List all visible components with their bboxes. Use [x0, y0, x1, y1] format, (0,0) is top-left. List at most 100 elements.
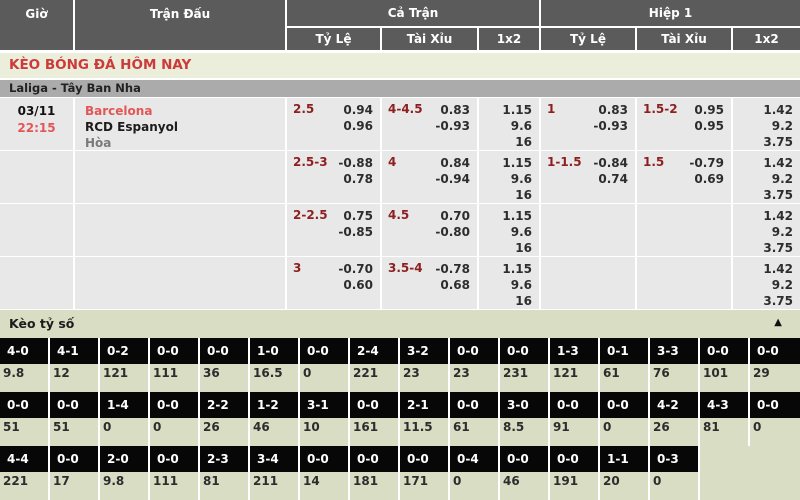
odds-value[interactable]: -0.84: [593, 156, 628, 170]
odds-value[interactable]: 9.6: [510, 278, 532, 292]
score-odds-cell[interactable]: 0-0 171: [400, 446, 450, 500]
odds-value[interactable]: 0.69: [694, 172, 724, 186]
odds-value[interactable]: 0.75: [343, 209, 373, 223]
odds-value[interactable]: 16: [515, 294, 532, 308]
odds-value[interactable]: 16: [515, 241, 532, 255]
ft-1x2-cell[interactable]: 1.15 9.6 16: [479, 151, 541, 203]
ft-handicap-cell[interactable]: 2-2.5 0.75 -0.85: [287, 204, 382, 256]
score-odds-cell[interactable]: 0-0 29: [750, 338, 800, 392]
ft-1x2-cell[interactable]: 1.15 9.6 16: [479, 98, 541, 150]
h1-1x2-cell[interactable]: 1.42 9.2 3.75: [733, 204, 800, 256]
odds-value[interactable]: -0.93: [435, 119, 470, 133]
ft-handicap-cell[interactable]: 3 -0.70 0.60: [287, 257, 382, 309]
draw-label[interactable]: Hòa: [85, 136, 112, 150]
score-odds-cell[interactable]: 1-2 46: [250, 392, 300, 446]
h1-handicap-cell[interactable]: 1-1.5 -0.84 0.74: [541, 151, 637, 203]
score-odds-cell[interactable]: 0-0 111: [150, 338, 200, 392]
score-odds-cell[interactable]: 0-0 101: [700, 338, 750, 392]
odds-value[interactable]: 9.2: [771, 225, 793, 239]
score-odds-cell[interactable]: 4-3 81: [700, 392, 750, 446]
score-odds-cell[interactable]: 0-0 36: [200, 338, 250, 392]
h1-handicap-cell[interactable]: [541, 257, 637, 309]
odds-value[interactable]: 3.75: [763, 294, 793, 308]
odds-value[interactable]: -0.80: [435, 225, 470, 239]
score-odds-cell[interactable]: 0-0 17: [50, 446, 100, 500]
score-odds-cell[interactable]: 0-0 51: [0, 392, 50, 446]
odds-value[interactable]: 16: [515, 188, 532, 202]
score-odds-cell[interactable]: 0-0 23: [450, 338, 500, 392]
odds-value[interactable]: 0.74: [598, 172, 628, 186]
odds-value[interactable]: 1.42: [763, 156, 793, 170]
ft-handicap-cell[interactable]: 2.5 0.94 0.96: [287, 98, 382, 150]
home-team[interactable]: Barcelona: [85, 104, 153, 118]
odds-value[interactable]: 0.68: [440, 278, 470, 292]
odds-value[interactable]: 9.2: [771, 172, 793, 186]
odds-value[interactable]: 3.75: [763, 188, 793, 202]
h1-1x2-cell[interactable]: 1.42 9.2 3.75: [733, 98, 800, 150]
odds-value[interactable]: -0.85: [338, 225, 373, 239]
odds-value[interactable]: 9.6: [510, 225, 532, 239]
score-odds-cell[interactable]: 2-2 26: [200, 392, 250, 446]
score-odds-cell[interactable]: 2-0 9.8: [100, 446, 150, 500]
ft-1x2-cell[interactable]: 1.15 9.6 16: [479, 204, 541, 256]
odds-value[interactable]: 0.95: [694, 119, 724, 133]
score-odds-cell[interactable]: 3-4 211: [250, 446, 300, 500]
score-odds-cell[interactable]: 2-4 221: [350, 338, 400, 392]
odds-value[interactable]: 0.78: [343, 172, 373, 186]
score-odds-cell[interactable]: 0-0 231: [500, 338, 550, 392]
ft-handicap-cell[interactable]: 2.5-3 -0.88 0.78: [287, 151, 382, 203]
score-odds-cell[interactable]: 1-4 0: [100, 392, 150, 446]
ft-overunder-cell[interactable]: 4.5 0.70 -0.80: [382, 204, 479, 256]
odds-value[interactable]: 0.94: [343, 103, 373, 117]
league-title[interactable]: Laliga - Tây Ban Nha: [0, 80, 800, 97]
odds-value[interactable]: 1.15: [502, 262, 532, 276]
score-odds-cell[interactable]: 1-1 20: [600, 446, 650, 500]
odds-value[interactable]: -0.78: [435, 262, 470, 276]
odds-value[interactable]: 16: [515, 135, 532, 149]
odds-value[interactable]: 0.60: [343, 278, 373, 292]
odds-value[interactable]: -0.70: [338, 262, 373, 276]
odds-value[interactable]: 3.75: [763, 241, 793, 255]
collapse-arrow-icon[interactable]: ▲: [774, 317, 782, 328]
ft-1x2-cell[interactable]: 1.15 9.6 16: [479, 257, 541, 309]
ft-overunder-cell[interactable]: 4 0.84 -0.94: [382, 151, 479, 203]
score-odds-cell[interactable]: 3-0 8.5: [500, 392, 550, 446]
ft-overunder-cell[interactable]: 4-4.5 0.83 -0.93: [382, 98, 479, 150]
score-odds-cell[interactable]: 0-0 14: [300, 446, 350, 500]
odds-value[interactable]: -0.93: [593, 119, 628, 133]
score-odds-cell[interactable]: 0-0 46: [500, 446, 550, 500]
odds-value[interactable]: 0.96: [343, 119, 373, 133]
score-odds-cell[interactable]: 1-3 121: [550, 338, 600, 392]
away-team[interactable]: RCD Espanyol: [85, 120, 178, 134]
score-odds-cell[interactable]: 4-4 221: [0, 446, 50, 500]
odds-value[interactable]: 9.2: [771, 278, 793, 292]
odds-value[interactable]: 1.42: [763, 262, 793, 276]
score-odds-cell[interactable]: 0-2 121: [100, 338, 150, 392]
score-odds-cell[interactable]: 3-2 23: [400, 338, 450, 392]
odds-value[interactable]: 9.6: [510, 172, 532, 186]
score-odds-cell[interactable]: 0-3 0: [650, 446, 700, 500]
h1-1x2-cell[interactable]: 1.42 9.2 3.75: [733, 151, 800, 203]
h1-overunder-cell[interactable]: 1.5-2 0.95 0.95: [637, 98, 733, 150]
score-odds-cell[interactable]: 4-2 26: [650, 392, 700, 446]
score-odds-cell[interactable]: 0-0 91: [550, 392, 600, 446]
score-odds-cell[interactable]: 2-1 11.5: [400, 392, 450, 446]
ft-overunder-cell[interactable]: 3.5-4 -0.78 0.68: [382, 257, 479, 309]
score-odds-cell[interactable]: 0-0 0: [150, 392, 200, 446]
h1-overunder-cell[interactable]: [637, 204, 733, 256]
score-odds-cell[interactable]: 3-3 76: [650, 338, 700, 392]
odds-value[interactable]: 0.83: [440, 103, 470, 117]
odds-value[interactable]: -0.94: [435, 172, 470, 186]
odds-value[interactable]: 1.15: [502, 156, 532, 170]
odds-value[interactable]: -0.79: [689, 156, 724, 170]
odds-value[interactable]: 0.70: [440, 209, 470, 223]
score-odds-cell[interactable]: 4-0 9.8: [0, 338, 50, 392]
h1-handicap-cell[interactable]: 1 0.83 -0.93: [541, 98, 637, 150]
h1-overunder-cell[interactable]: 1.5 -0.79 0.69: [637, 151, 733, 203]
odds-value[interactable]: 0.95: [694, 103, 724, 117]
odds-value[interactable]: 1.15: [502, 103, 532, 117]
score-odds-cell[interactable]: 0-4 0: [450, 446, 500, 500]
odds-value[interactable]: -0.88: [338, 156, 373, 170]
score-odds-cell[interactable]: 0-0 61: [450, 392, 500, 446]
odds-value[interactable]: 3.75: [763, 135, 793, 149]
